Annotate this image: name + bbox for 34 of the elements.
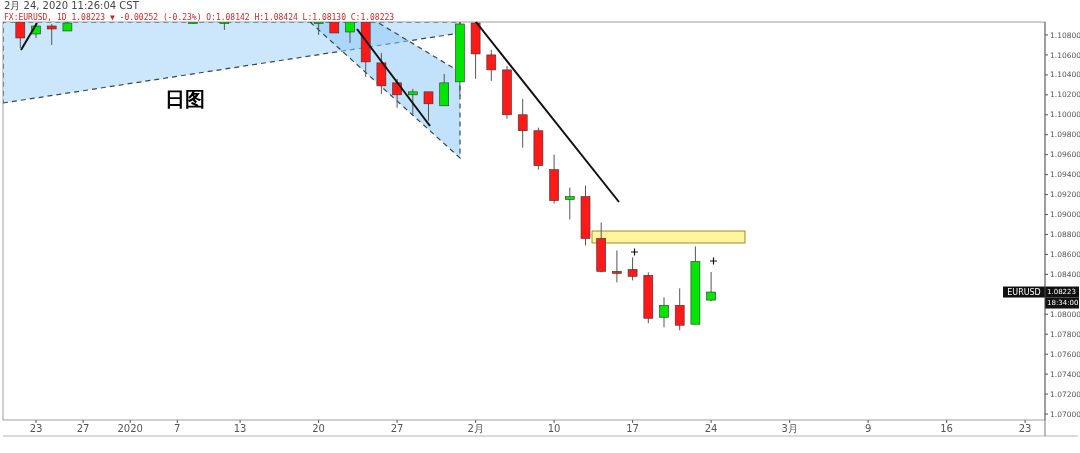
x-tick-label: 7 bbox=[174, 423, 181, 434]
candlestick bbox=[46, 23, 57, 46]
x-tick-label: 23 bbox=[1018, 423, 1032, 434]
candlestick bbox=[612, 249, 622, 283]
x-tick-label: 10 bbox=[547, 423, 561, 434]
x-tick-label: 2020 bbox=[117, 423, 143, 434]
chart-title: FX:EURUSD, 1D 1.08223 ▼ -0.00252 (-0.23%) O:1.08142 H:1.08424 L:1.08130 C:1.08223 bbox=[4, 12, 395, 22]
candlestick bbox=[345, 22, 355, 44]
x-tick-label: 17 bbox=[626, 423, 639, 434]
x-tick-label: 16 bbox=[940, 423, 953, 434]
candlestick bbox=[674, 287, 685, 331]
candlestick bbox=[439, 73, 449, 107]
x-tick-label: 23 bbox=[29, 423, 43, 434]
candlestick bbox=[627, 256, 638, 281]
candlestick bbox=[659, 296, 669, 328]
candlestick bbox=[423, 91, 434, 122]
candlestick bbox=[565, 187, 575, 220]
candlestick bbox=[408, 88, 418, 116]
x-tick-label: 27 bbox=[76, 423, 90, 434]
x-tick-label: 20 bbox=[312, 423, 325, 434]
x-tick-label: 27 bbox=[390, 423, 404, 434]
candlestick bbox=[15, 22, 26, 49]
candlestick bbox=[517, 98, 528, 149]
candlestick bbox=[706, 271, 716, 302]
x-tick-label: 24 bbox=[704, 423, 718, 434]
candlestick bbox=[376, 52, 387, 95]
chart-subtitle: 2月 24, 2020 11:26:04 CST bbox=[4, 0, 140, 11]
x-tick-label: 13 bbox=[233, 423, 247, 434]
x-tick-label: 9 bbox=[864, 423, 872, 434]
candlestick bbox=[486, 49, 497, 82]
annotation: EURUSD bbox=[1007, 287, 1041, 297]
x-tick-label: 2月 bbox=[467, 423, 484, 434]
annotation: 日图 bbox=[165, 87, 205, 111]
x-tick-label: 3月 bbox=[781, 423, 798, 434]
